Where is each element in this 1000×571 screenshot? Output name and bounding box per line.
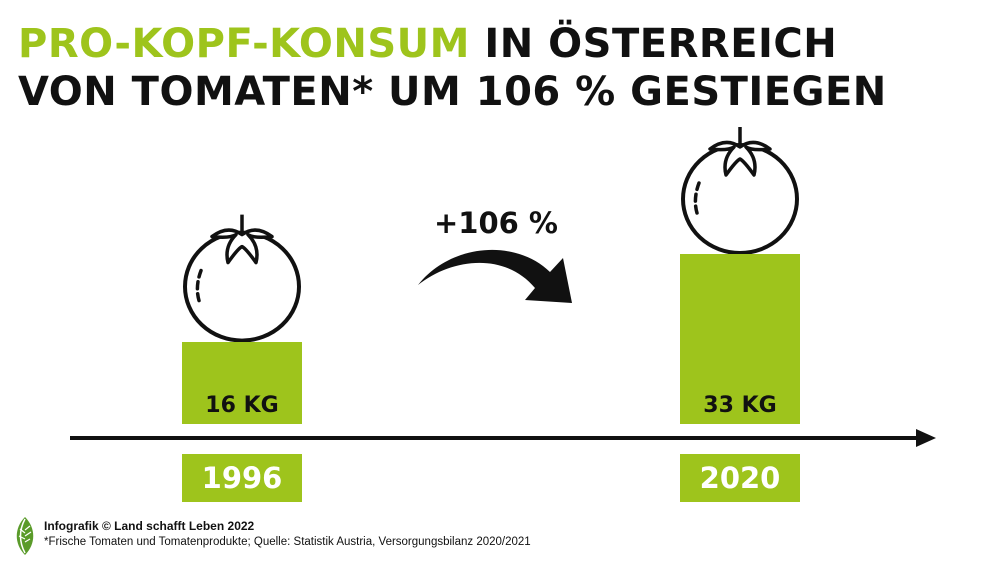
bar-1996 bbox=[182, 341, 302, 424]
leaf-logo-icon bbox=[16, 517, 34, 555]
infographic-title: PRO-KOPF-KONSUM IN ÖSTERREICH VON TOMATE… bbox=[18, 20, 978, 116]
tomatoes-layer bbox=[183, 127, 799, 343]
timeline-arrow bbox=[70, 429, 936, 447]
bar-value-label: 33 KG bbox=[703, 393, 777, 418]
year-label-1996: 1996 bbox=[182, 454, 302, 502]
footer-credit: Infografik © Land schafft Leben 2022 bbox=[44, 519, 255, 533]
year-label-2020: 2020 bbox=[680, 454, 800, 502]
bar-value-label: 16 KG bbox=[205, 393, 279, 418]
change-label: +106 % bbox=[434, 206, 558, 240]
title-line-1-rest: IN ÖSTERREICH bbox=[469, 21, 838, 67]
title-line-1: PRO-KOPF-KONSUM IN ÖSTERREICH bbox=[18, 20, 978, 68]
footer-source: *Frische Tomaten und Tomatenprodukte; Qu… bbox=[44, 536, 531, 548]
curved-arrow-icon bbox=[418, 249, 572, 303]
title-accent: PRO-KOPF-KONSUM bbox=[18, 21, 470, 67]
bar-2020 bbox=[680, 254, 800, 424]
title-line-2: VON TOMATEN* UM 106 % GESTIEGEN bbox=[18, 69, 887, 115]
footer-text: Infografik © Land schafft Leben 2022 *Fr… bbox=[44, 518, 531, 550]
tomato-icon bbox=[681, 127, 799, 255]
tomato-icon bbox=[183, 214, 301, 343]
